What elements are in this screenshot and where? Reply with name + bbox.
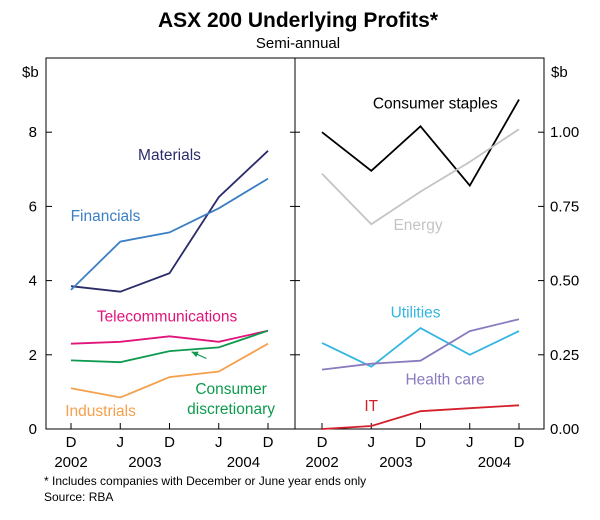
series-line-financials	[70, 177, 269, 291]
series-line-health-care	[321, 318, 520, 371]
series-line-consumer-staples	[321, 99, 520, 188]
series-arrowhead-consumer-discretionary	[191, 351, 199, 358]
series-label-materials: Materials	[138, 147, 201, 164]
series-label-health-care: Health care	[405, 371, 484, 388]
left-y-unit: $b	[22, 64, 39, 81]
x-tick-label: D	[514, 434, 525, 451]
x-tick-label: J	[466, 434, 474, 451]
right-y-tick-label: 1.00	[550, 124, 579, 141]
right-y-tick-label: 0.25	[550, 347, 579, 364]
left-y-tick-label: 4	[29, 273, 37, 290]
series-label-financials: Financials	[71, 208, 141, 225]
series-line-industrials	[70, 342, 269, 399]
left-y-tick-label: 8	[29, 124, 37, 141]
x-year-label: 2004	[478, 454, 511, 471]
series-line-utilities	[321, 327, 520, 368]
footnote: * Includes companies with December or Ju…	[44, 474, 366, 488]
series-line-materials	[70, 150, 269, 293]
series-line-telecommunications	[70, 329, 269, 345]
right-y-unit: $b	[551, 64, 568, 81]
plot-area: 0 2 4 6 8 0.00 0.25 0.50 0.75 1.00 D J D J D 2002 2003 20…	[29, 57, 579, 471]
x-tick-label: J	[215, 434, 223, 451]
series-label-telecommunications: Telecommunications	[97, 308, 238, 325]
series-label-consumer-discretionary: Consumer	[195, 381, 267, 398]
series-line-energy	[321, 128, 520, 226]
x-year-label: 2002	[54, 454, 87, 471]
x-tick-label: J	[368, 434, 376, 451]
x-year-label: 2003	[379, 454, 412, 471]
chart-title: ASX 200 Underlying Profits*	[158, 9, 439, 32]
right-y-tick-label: 0.50	[550, 273, 579, 290]
left-y-tick-label: 6	[29, 198, 37, 215]
right-y-tick-label: 0.00	[550, 421, 579, 438]
x-tick-label: D	[415, 434, 426, 451]
x-year-label: 2003	[128, 454, 161, 471]
x-year-label: 2002	[305, 454, 338, 471]
right-y-tick-label: 0.75	[550, 198, 579, 215]
x-tick-label: D	[263, 434, 274, 451]
x-tick-label: J	[117, 434, 125, 451]
x-tick-label: D	[317, 434, 328, 451]
series-label-utilities: Utilities	[391, 305, 441, 322]
x-tick-label: D	[164, 434, 175, 451]
x-year-label: 2004	[227, 454, 260, 471]
chart-subtitle: Semi-annual	[256, 35, 340, 52]
source: Source: RBA	[44, 490, 113, 504]
series-line-it	[321, 404, 520, 430]
series-label-industrials: Industrials	[65, 403, 136, 420]
series-label-consumer-staples: Consumer staples	[373, 95, 498, 112]
series-label-energy: Energy	[393, 217, 442, 234]
series-label-consumer-discretionary: discretionary	[187, 401, 275, 418]
series-label-it: IT	[364, 398, 378, 415]
left-y-tick-label: 2	[29, 347, 37, 364]
left-y-tick-label: 0	[29, 421, 37, 438]
series-line-consumer-discretionary	[70, 329, 269, 364]
x-tick-label: D	[66, 434, 77, 451]
